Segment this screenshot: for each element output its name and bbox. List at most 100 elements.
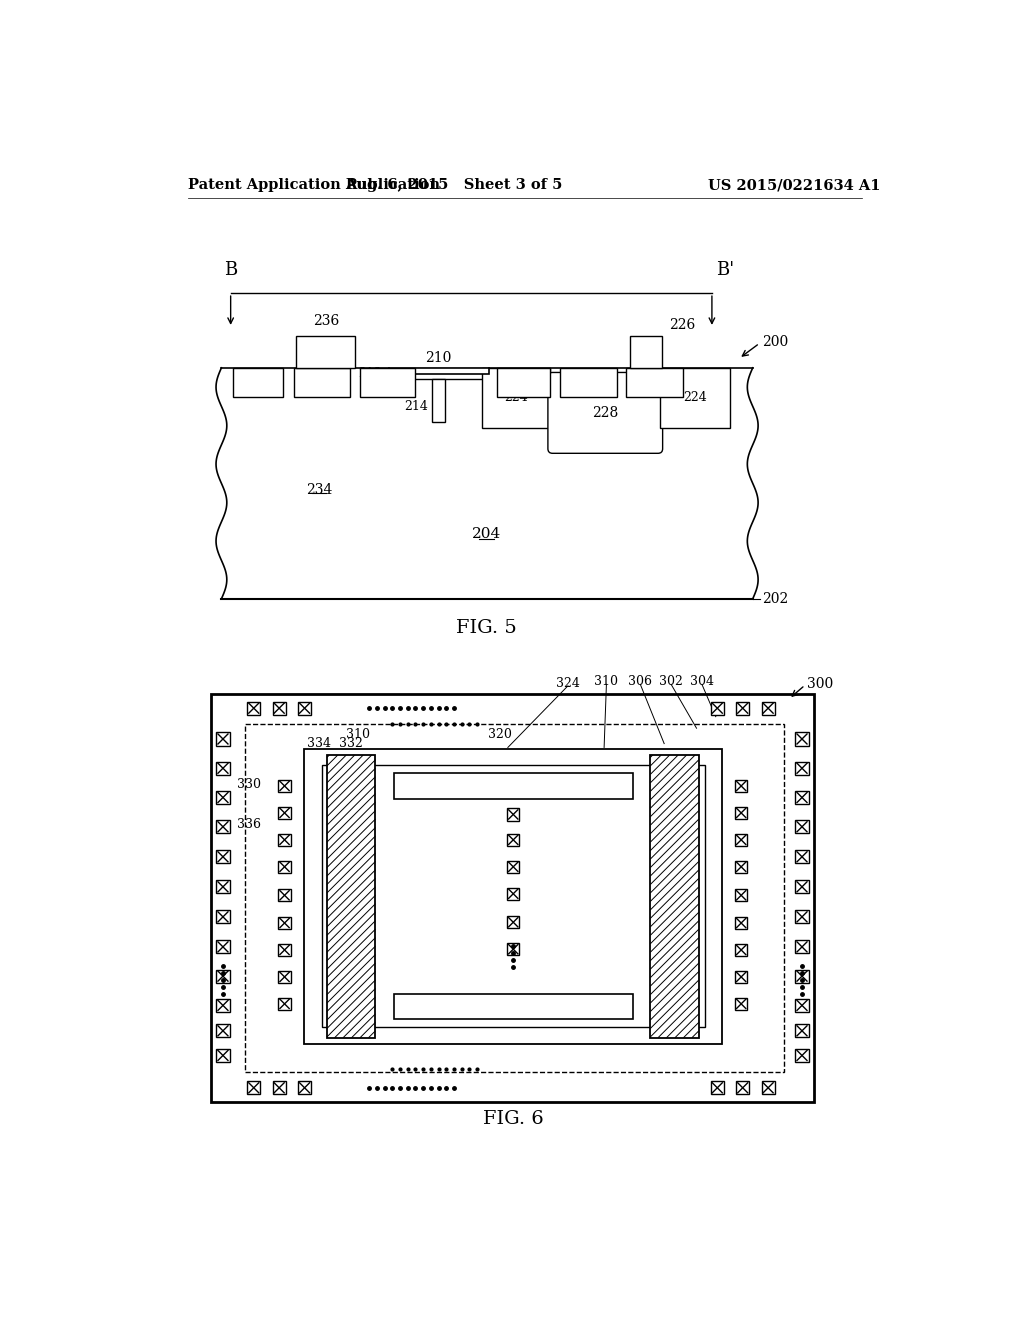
Bar xyxy=(735,944,748,956)
Bar xyxy=(216,791,229,804)
Bar xyxy=(735,834,748,846)
Bar xyxy=(650,755,698,1038)
Bar xyxy=(507,942,519,956)
Bar xyxy=(796,999,809,1012)
Bar xyxy=(762,702,775,714)
Bar xyxy=(216,1049,229,1063)
Text: 224: 224 xyxy=(504,391,527,404)
Bar xyxy=(216,880,229,894)
Text: 210: 210 xyxy=(425,351,452,364)
Bar xyxy=(796,1024,809,1038)
Text: 214: 214 xyxy=(403,400,428,413)
Bar xyxy=(322,766,705,1027)
Text: B': B' xyxy=(716,261,734,280)
Bar xyxy=(796,880,809,894)
Text: 302: 302 xyxy=(659,675,683,688)
Bar xyxy=(735,917,748,929)
Bar xyxy=(736,1081,750,1094)
Bar xyxy=(245,725,783,1072)
Bar xyxy=(394,994,633,1019)
Bar xyxy=(279,807,291,818)
Text: 336: 336 xyxy=(238,818,261,832)
Bar xyxy=(796,850,809,863)
Bar xyxy=(327,755,376,1038)
Bar xyxy=(796,820,809,833)
Bar xyxy=(216,911,229,924)
Bar xyxy=(507,916,519,928)
Bar xyxy=(216,1024,229,1038)
Bar xyxy=(247,1081,260,1094)
Bar xyxy=(388,368,488,379)
Bar xyxy=(762,1081,775,1094)
Text: 222: 222 xyxy=(577,376,600,389)
Text: 202: 202 xyxy=(762,591,788,606)
Bar xyxy=(216,940,229,953)
Bar xyxy=(294,368,350,397)
Bar xyxy=(796,911,809,924)
Text: US 2015/0221634 A1: US 2015/0221634 A1 xyxy=(708,178,881,193)
Bar xyxy=(279,890,291,902)
Bar xyxy=(216,970,229,982)
Bar xyxy=(630,335,662,368)
Text: 334: 334 xyxy=(307,737,331,750)
Bar xyxy=(735,998,748,1010)
Bar xyxy=(279,944,291,956)
Bar xyxy=(279,970,291,983)
Text: Patent Application Publication: Patent Application Publication xyxy=(188,178,440,193)
Text: 230: 230 xyxy=(376,376,399,389)
Bar xyxy=(298,702,311,714)
Text: FIG. 6: FIG. 6 xyxy=(483,1110,544,1129)
Text: 236: 236 xyxy=(312,314,339,327)
Text: FIG. 5: FIG. 5 xyxy=(456,619,517,638)
Bar xyxy=(735,807,748,818)
Text: 322: 322 xyxy=(401,779,425,792)
Text: Aug. 6, 2015   Sheet 3 of 5: Aug. 6, 2015 Sheet 3 of 5 xyxy=(345,178,562,193)
Text: 230: 230 xyxy=(246,376,270,389)
FancyBboxPatch shape xyxy=(548,372,663,453)
Bar xyxy=(432,379,445,422)
Text: 332: 332 xyxy=(339,737,362,750)
Text: 326: 326 xyxy=(450,916,473,929)
Bar xyxy=(211,693,814,1102)
Text: 220: 220 xyxy=(512,376,536,389)
Bar xyxy=(735,861,748,873)
Bar xyxy=(279,780,291,792)
Bar xyxy=(560,368,617,397)
Text: 228: 228 xyxy=(592,405,618,420)
Bar xyxy=(796,940,809,953)
Bar xyxy=(796,1049,809,1063)
Bar xyxy=(627,368,683,397)
Text: 304: 304 xyxy=(690,675,714,688)
Text: 220: 220 xyxy=(643,376,667,389)
Bar xyxy=(796,970,809,982)
Bar xyxy=(507,834,519,846)
Bar xyxy=(388,368,488,374)
Bar xyxy=(279,917,291,929)
Bar xyxy=(272,702,286,714)
Bar xyxy=(233,368,283,397)
Bar xyxy=(304,748,722,1044)
Bar xyxy=(216,999,229,1012)
Text: B: B xyxy=(224,261,238,280)
Bar xyxy=(796,733,809,746)
Bar xyxy=(796,791,809,804)
Bar xyxy=(279,834,291,846)
Bar xyxy=(507,887,519,900)
Text: 226: 226 xyxy=(670,318,696,331)
Text: 328: 328 xyxy=(545,833,568,846)
Bar xyxy=(247,702,260,714)
Bar xyxy=(796,762,809,775)
Bar xyxy=(507,808,519,821)
Text: 330: 330 xyxy=(238,777,261,791)
Bar xyxy=(481,368,550,428)
Bar xyxy=(272,1081,286,1094)
Text: 204: 204 xyxy=(472,527,501,541)
Bar xyxy=(216,820,229,833)
Bar xyxy=(298,1081,311,1094)
Text: 310: 310 xyxy=(594,675,618,688)
Text: 200: 200 xyxy=(762,335,788,348)
Bar xyxy=(736,702,750,714)
Text: 232: 232 xyxy=(310,376,334,389)
Bar xyxy=(296,335,355,368)
Text: 212: 212 xyxy=(358,367,382,380)
